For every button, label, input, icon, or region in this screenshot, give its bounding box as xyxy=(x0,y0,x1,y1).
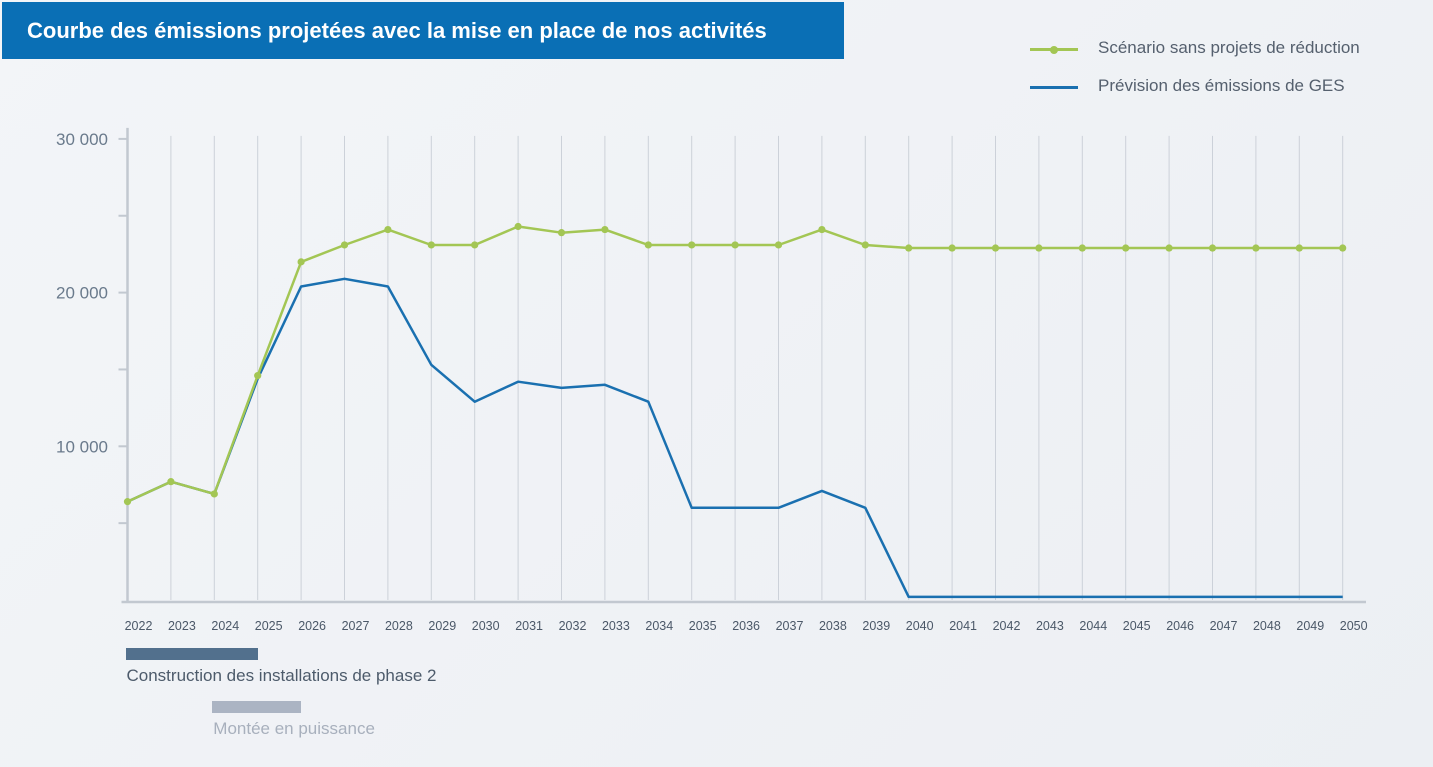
chart-title: Courbe des émissions projetées avec la m… xyxy=(2,2,844,59)
x-tick-label-2029: 2029 xyxy=(428,619,456,633)
series-0-point-2037 xyxy=(774,241,783,249)
series-0-point-2031 xyxy=(514,222,522,231)
series-0-point-2033 xyxy=(601,225,609,234)
x-tick-label-2022: 2022 xyxy=(125,619,153,633)
phase-montee-bar xyxy=(212,701,302,713)
legend-swatch-scenario xyxy=(1030,45,1078,54)
series-0-point-2038 xyxy=(818,225,826,234)
series-lines xyxy=(123,222,1347,599)
x-tick-label-2024: 2024 xyxy=(211,619,239,633)
x-tick-label-2039: 2039 xyxy=(862,619,890,633)
phase-construction-label: Construction des installations de phase … xyxy=(126,666,437,685)
x-tick-label-2028: 2028 xyxy=(385,619,413,633)
series-0-point-2027 xyxy=(340,241,349,249)
series-0-point-2022 xyxy=(123,498,132,506)
x-tick-label-2036: 2036 xyxy=(732,619,760,633)
y-tick-label-10000: 10 000 xyxy=(56,437,108,456)
x-tick-label-2045: 2045 xyxy=(1123,619,1151,633)
x-tick-label-2043: 2043 xyxy=(1036,619,1064,633)
series-0-point-2025 xyxy=(254,371,262,380)
axes xyxy=(118,127,1366,604)
series-0-point-2030 xyxy=(471,241,479,249)
x-tick-label-2046: 2046 xyxy=(1166,619,1194,633)
grid-lines xyxy=(170,135,1344,600)
series-0-point-2032 xyxy=(557,229,566,237)
series-0-point-2029 xyxy=(427,241,435,249)
series-0-point-2035 xyxy=(688,241,696,249)
y-tick-label-30000: 30 000 xyxy=(56,130,108,149)
series-0-point-2036 xyxy=(731,241,739,249)
x-tick-label-2038: 2038 xyxy=(819,619,847,633)
series-0-point-2049 xyxy=(1295,244,1303,252)
x-tick-label-2041: 2041 xyxy=(949,619,977,633)
series-0-point-2023 xyxy=(167,478,175,486)
series-0-point-2039 xyxy=(861,241,869,249)
phase-montee-label: Montée en puissance xyxy=(213,719,375,738)
x-tick-label-2033: 2033 xyxy=(602,619,630,633)
x-tick-label-2025: 2025 xyxy=(255,619,283,633)
legend-swatch-prevision xyxy=(1030,86,1078,89)
y-tick-labels: 10 000 20 000 30 000 xyxy=(56,130,108,456)
series-0-point-2034 xyxy=(644,241,652,249)
x-tick-labels: 2022 2023 2024 2025 2026 2027 2028 2029 2030 2031… xyxy=(125,619,1368,633)
x-tick-label-2032: 2032 xyxy=(559,619,587,633)
y-tick-label-20000: 20 000 xyxy=(56,284,108,303)
series-0-point-2047 xyxy=(1208,244,1217,252)
x-tick-label-2026: 2026 xyxy=(298,619,326,633)
series-0-point-2043 xyxy=(1035,244,1043,252)
legend-label-scenario: Scénario sans projets de réduction xyxy=(1098,38,1360,57)
x-tick-label-2048: 2048 xyxy=(1253,619,1281,633)
x-tick-label-2040: 2040 xyxy=(906,619,934,633)
series-0-point-2044 xyxy=(1078,244,1086,252)
phase-construction-bar xyxy=(125,648,258,660)
series-line-1 xyxy=(126,277,1343,599)
x-tick-label-2030: 2030 xyxy=(472,619,500,633)
legend-label-prevision: Prévision des émissions de GES xyxy=(1098,76,1345,95)
x-tick-label-2035: 2035 xyxy=(689,619,717,633)
series-0-point-2042 xyxy=(991,244,1000,252)
x-tick-label-2049: 2049 xyxy=(1296,619,1324,633)
x-tick-label-2031: 2031 xyxy=(515,619,543,633)
x-tick-label-2047: 2047 xyxy=(1210,619,1238,633)
series-0-point-2028 xyxy=(384,225,392,234)
x-tick-label-2034: 2034 xyxy=(645,619,673,633)
series-0-point-2026 xyxy=(297,258,305,266)
x-tick-label-2042: 2042 xyxy=(993,619,1021,633)
series-0-point-2024 xyxy=(210,490,218,498)
series-0-point-2040 xyxy=(905,244,913,252)
series-0-point-2048 xyxy=(1252,244,1260,252)
x-tick-label-2023: 2023 xyxy=(168,619,196,633)
x-tick-label-2027: 2027 xyxy=(342,619,370,633)
x-tick-label-2037: 2037 xyxy=(776,619,804,633)
x-tick-label-2044: 2044 xyxy=(1079,619,1107,633)
series-0-point-2046 xyxy=(1165,244,1173,252)
series-0-point-2050 xyxy=(1339,244,1347,252)
x-tick-label-2050: 2050 xyxy=(1340,619,1368,633)
series-0-point-2041 xyxy=(948,244,956,252)
series-0-point-2045 xyxy=(1122,244,1130,252)
